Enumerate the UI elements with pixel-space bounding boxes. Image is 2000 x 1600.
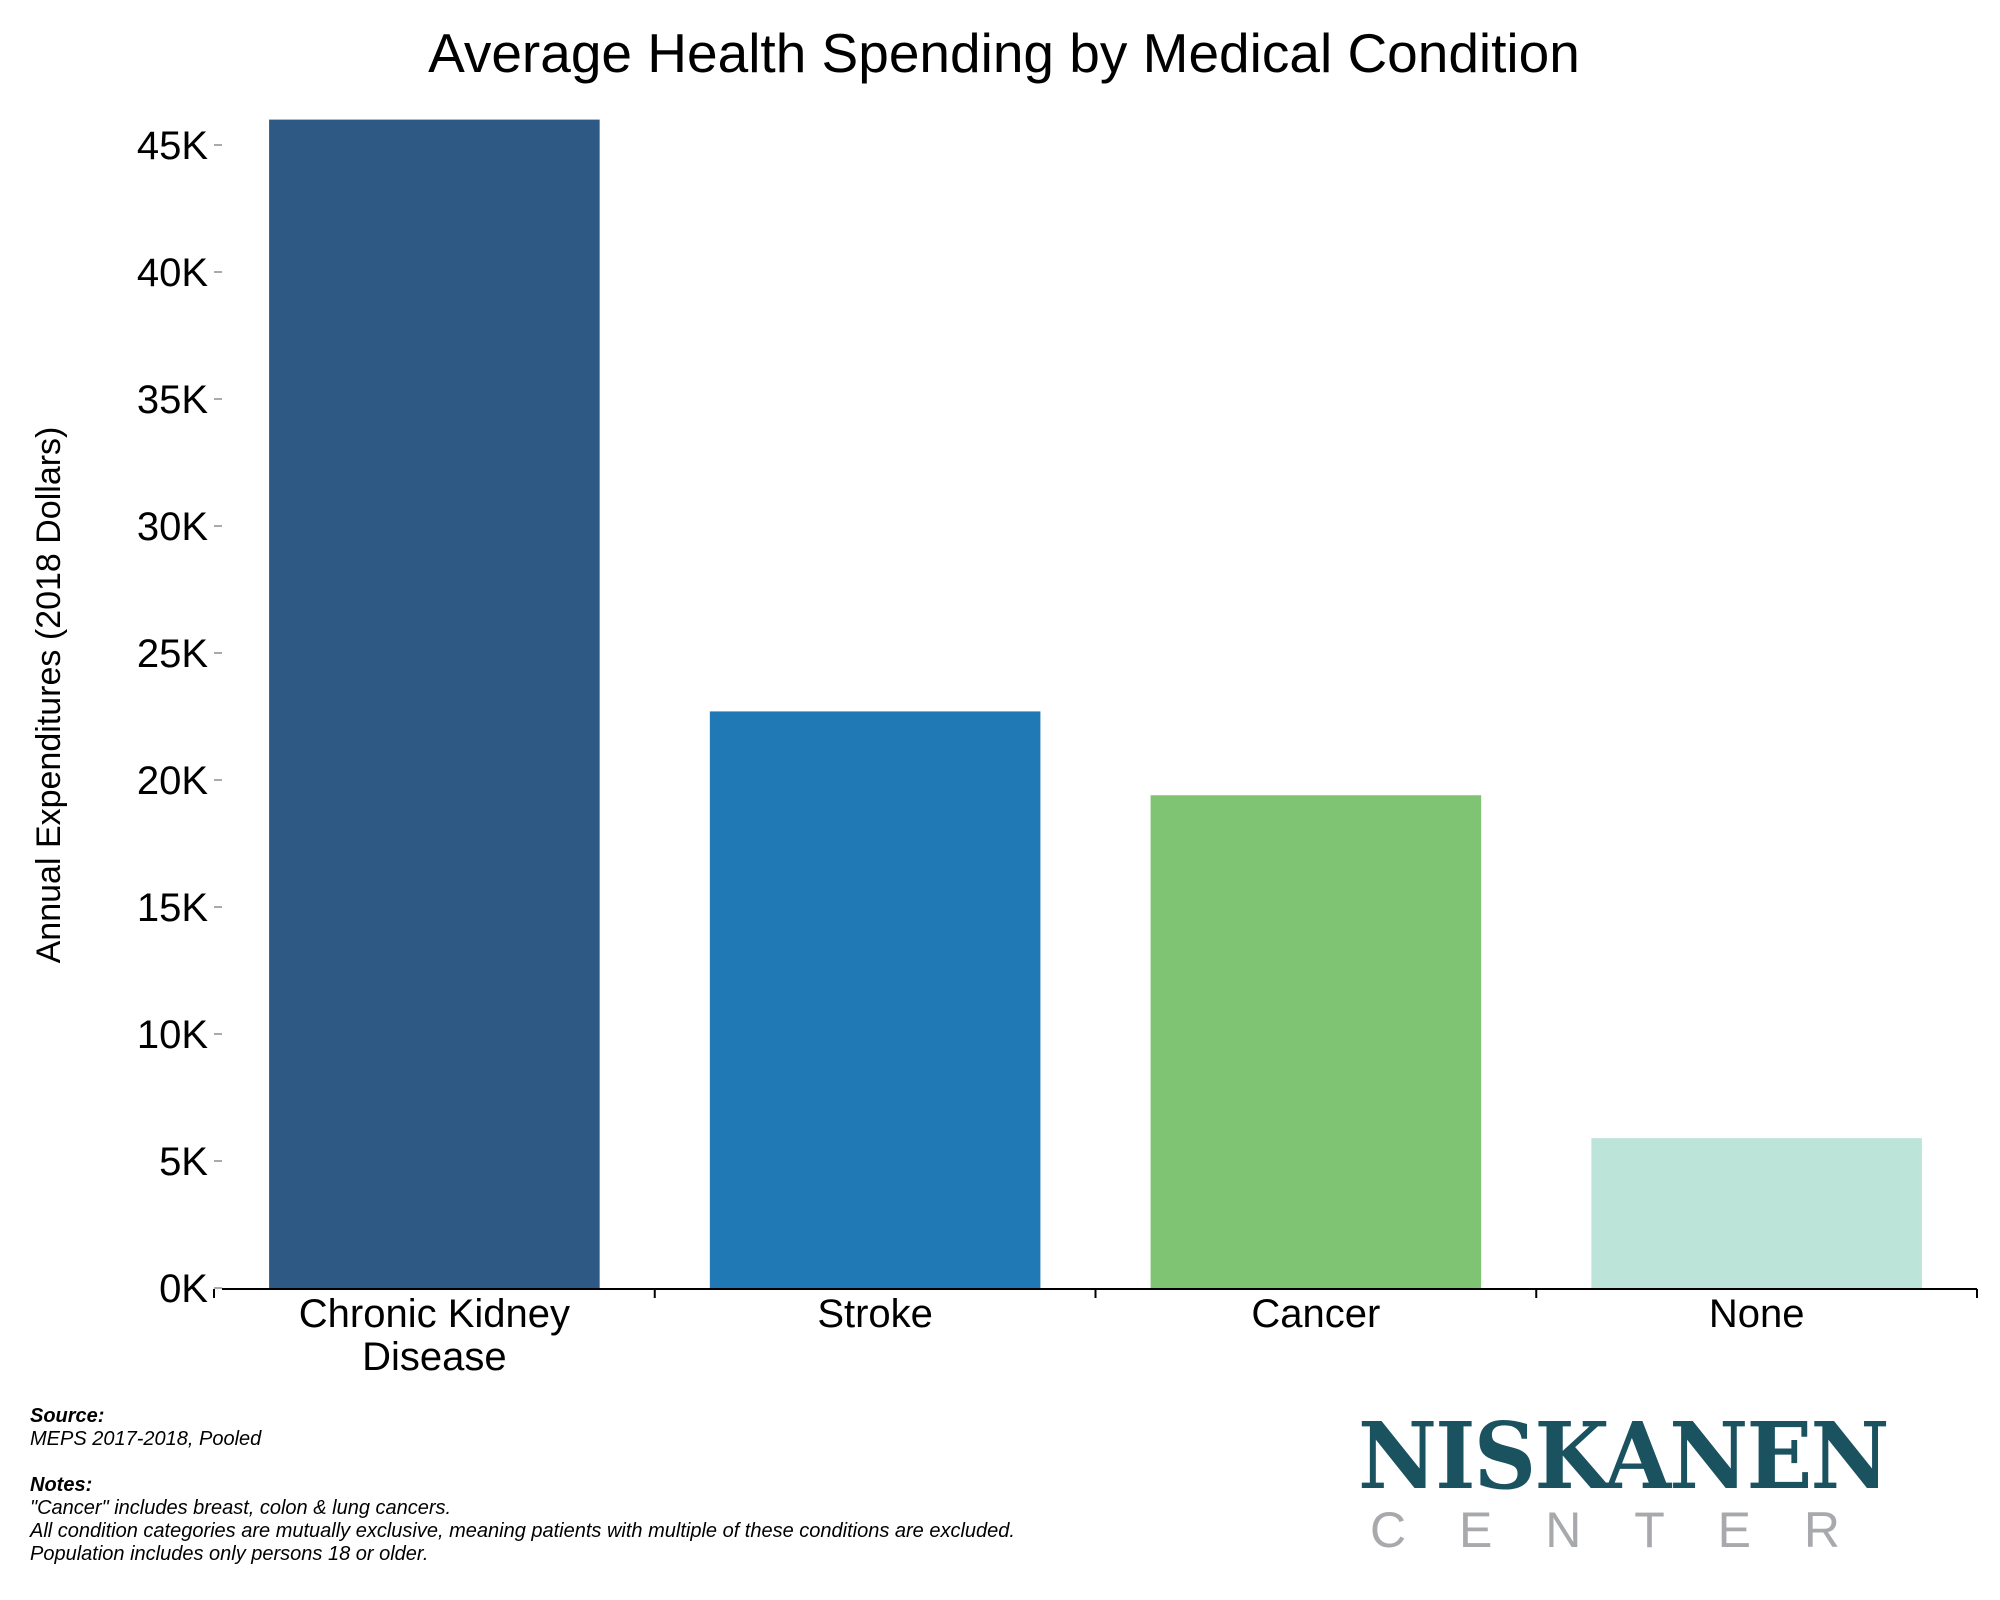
y-tick-label: 10K — [137, 1013, 208, 1057]
logo-subtitle-letter: T — [1634, 1502, 1665, 1558]
logo-subtitle-letter: N — [1545, 1502, 1582, 1558]
niskanen-center-logo: NISKANEN C E N T E R — [1358, 1402, 1890, 1556]
bar-cancer — [1150, 795, 1482, 1288]
logo-subtitle: C E N T E R — [1370, 1504, 1840, 1556]
y-tick-label: 40K — [137, 251, 208, 295]
bar-chronic-kidney-disease — [269, 119, 600, 1289]
y-tick-label: 30K — [137, 505, 208, 549]
logo-subtitle-letter: R — [1803, 1502, 1840, 1558]
source-text: MEPS 2017-2018, Pooled — [30, 1428, 262, 1450]
footer: Source: MEPS 2017-2018, Pooled Notes: "C… — [30, 1405, 1015, 1566]
source-heading: Source: — [30, 1405, 105, 1427]
note-line: "Cancer" includes breast, colon & lung c… — [30, 1497, 452, 1519]
y-axis-label: Annual Expenditures (2018 Dollars) — [30, 427, 68, 964]
bar-none — [1591, 1138, 1922, 1288]
logo-subtitle-letter: C — [1370, 1502, 1407, 1558]
bar-stroke — [709, 711, 1041, 1288]
y-tick-label: 35K — [137, 378, 208, 422]
y-tick-label: 20K — [137, 759, 208, 803]
x-tick-label: Cancer — [1251, 1292, 1380, 1336]
y-tick-label: 15K — [137, 886, 208, 930]
x-tick-label: Stroke — [817, 1292, 933, 1336]
y-tick-label: 5K — [159, 1140, 208, 1184]
y-tick-label: 25K — [137, 632, 208, 676]
x-tick-label: None — [1709, 1292, 1805, 1336]
y-axis: 0K 5K 10K 15K 20K 25K 30K 35K 40K 45K — [137, 124, 222, 1311]
logo-subtitle-letter: E — [1458, 1502, 1493, 1558]
y-tick-label: 0K — [159, 1267, 208, 1311]
logo-wordmark: NISKANEN — [1358, 1402, 1890, 1510]
notes-heading: Notes: — [30, 1474, 93, 1496]
x-tick-label: Chronic Kidney — [299, 1292, 570, 1336]
bars — [269, 119, 1922, 1289]
note-line: All condition categories are mutually ex… — [30, 1520, 1015, 1542]
x-tick-label: Disease — [362, 1335, 507, 1379]
logo-subtitle-letter: E — [1717, 1502, 1751, 1558]
y-tick-label: 45K — [137, 124, 208, 168]
note-line: Population includes only persons 18 or o… — [30, 1543, 429, 1565]
chart-title: Average Health Spending by Medical Condi… — [428, 22, 1580, 84]
